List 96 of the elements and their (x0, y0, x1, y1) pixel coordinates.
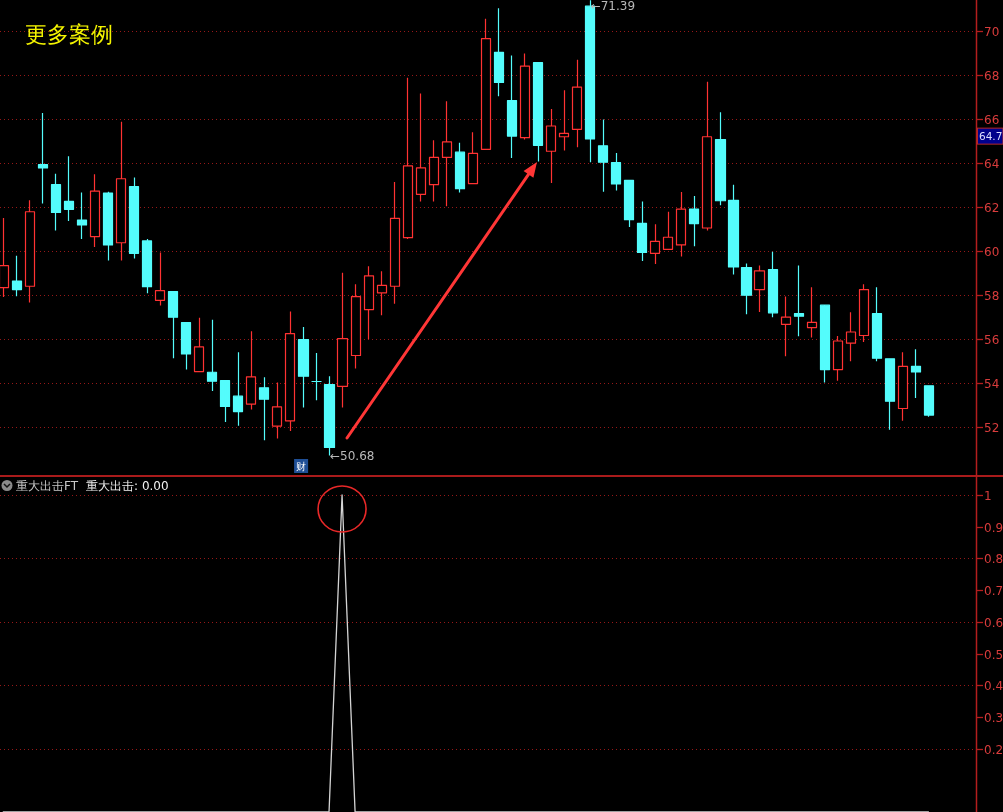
candlestick (102, 191, 114, 262)
candlestick (532, 62, 544, 162)
y-tick-label: 64 (984, 156, 1000, 171)
candlestick (780, 295, 792, 357)
y-tick-label: 58 (984, 288, 1000, 303)
candlestick (24, 199, 36, 304)
candlestick (154, 252, 166, 307)
candlestick (128, 176, 140, 260)
candlestick (271, 381, 283, 440)
candlestick (363, 265, 375, 340)
candlestick (740, 262, 753, 315)
y-tick-label: 52 (984, 420, 1000, 435)
y-tick-label: 0.8 (984, 551, 1003, 566)
candlestick (37, 112, 49, 205)
candlestick (610, 152, 622, 192)
candlestick (597, 118, 609, 193)
candlestick (493, 7, 505, 97)
y-tick-label: 54 (984, 376, 1000, 391)
candlestick (727, 184, 740, 275)
y-tick-label: 68 (984, 68, 1000, 83)
candlestick (389, 181, 401, 305)
candlestick (258, 376, 270, 441)
annotation: ←50.68 (330, 448, 375, 463)
y-tick-label: 0.9 (984, 520, 1003, 535)
candlestick (193, 317, 205, 373)
y-tick-label: 0.4 (984, 678, 1003, 693)
candlestick (350, 283, 362, 370)
candlestick (662, 211, 674, 250)
candlestick (688, 195, 700, 247)
candlestick (232, 351, 244, 427)
candlestick (428, 139, 440, 202)
candlestick (545, 108, 557, 184)
y-tick-label: 0.2 (984, 742, 1003, 757)
candlestick (819, 304, 831, 384)
annotation: 重大出击: 0.00 (86, 479, 169, 493)
candlestick (76, 192, 88, 240)
text: 64.7 (979, 130, 1003, 143)
chart-title: 重大出击FT (16, 479, 79, 493)
candlestick (675, 191, 687, 258)
candlestick (297, 326, 310, 409)
y-tick-label: 1 (984, 488, 992, 503)
candlestick (206, 319, 218, 392)
candlestick (714, 111, 727, 206)
candlestick (180, 321, 192, 371)
candlestick (167, 290, 179, 359)
annotation: 财 (296, 461, 307, 472)
candlestick (858, 283, 870, 343)
candlestick (441, 100, 453, 207)
y-tick-label: 0.3 (984, 710, 1003, 725)
candlestick (558, 89, 570, 152)
candlestick (467, 131, 479, 185)
candlestick (884, 358, 896, 431)
candlestick (245, 330, 257, 411)
candlestick (571, 59, 583, 148)
annotation: ←71.39 (590, 0, 636, 13)
candlestick (623, 179, 635, 228)
candlestick (415, 92, 427, 202)
candlestick (11, 255, 23, 297)
y-tick-label: 60 (984, 244, 1000, 259)
candlestick (50, 173, 62, 232)
candlestick (519, 52, 531, 141)
candlestick (310, 352, 323, 401)
candlestick (89, 173, 101, 248)
candlestick (480, 18, 492, 150)
y-tick-label: 0.5 (984, 647, 1003, 662)
y-tick-label: 56 (984, 332, 1000, 347)
candlestick (336, 272, 349, 409)
candlestick (793, 264, 805, 337)
y-tick-label: 0.7 (984, 583, 1003, 598)
candlestick (115, 121, 127, 262)
candlestick (806, 286, 818, 339)
y-tick-label: 0.6 (984, 615, 1003, 630)
candlestick (141, 238, 153, 294)
candlestick (63, 155, 75, 222)
candlestick (871, 286, 883, 362)
candlestick (845, 311, 857, 362)
candlestick (767, 251, 779, 318)
y-tick-label: 66 (984, 112, 1000, 127)
y-tick-label: 70 (984, 24, 1000, 39)
candlestick (649, 223, 661, 265)
candlestick (832, 335, 844, 382)
candlestick (897, 351, 909, 422)
y-tick-label: 62 (984, 200, 1000, 215)
candlestick (219, 379, 231, 423)
candlestick (910, 348, 922, 399)
candlestick (454, 142, 466, 194)
candlestick (402, 77, 414, 240)
candlestick (923, 385, 935, 418)
candlestick (0, 217, 10, 298)
candlestick (376, 270, 388, 316)
candlestick (284, 310, 296, 432)
candlestick (701, 81, 713, 232)
text: 更多案例 (25, 22, 113, 47)
candlestick (636, 200, 648, 262)
candlestick (506, 54, 518, 159)
candlestick (753, 264, 766, 313)
